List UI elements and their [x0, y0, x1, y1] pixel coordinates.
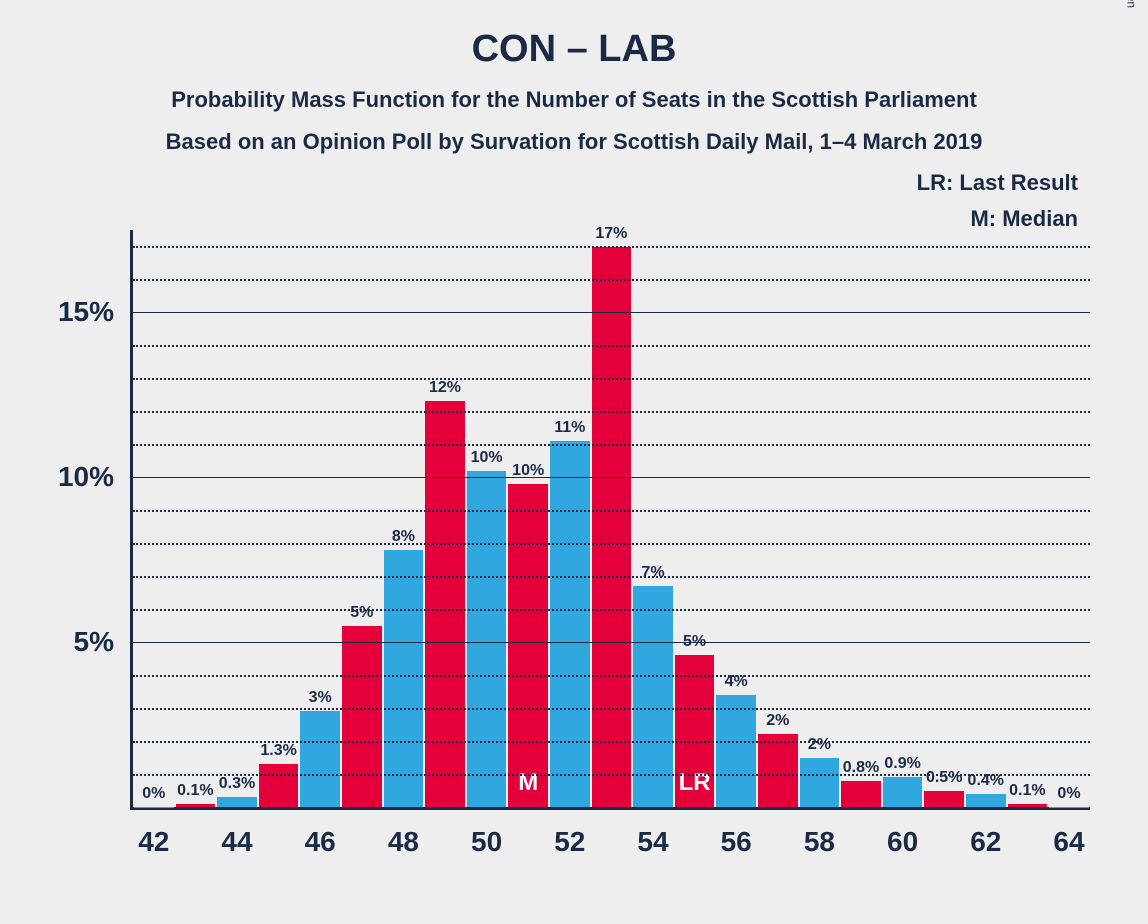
bars-layer: 0%0.1%0.3%1.3%3%5%8%12%10%10%M11%17%7%5%…: [133, 230, 1090, 807]
chart-title: CON – LAB: [0, 0, 1148, 71]
x-tick-label: 44: [221, 826, 252, 858]
x-axis-line: [130, 807, 1090, 810]
bar: 0.4%: [966, 794, 1006, 807]
legend-m: M: Median: [917, 206, 1078, 232]
bar-value-label: 5%: [350, 604, 373, 622]
bar-value-label: 0.9%: [884, 755, 920, 773]
bar: 0.5%: [924, 791, 964, 807]
bar-value-label: 0.5%: [926, 769, 962, 787]
bar: 10%M: [508, 484, 548, 807]
bar: 0.3%: [217, 797, 257, 807]
bar: 8%: [384, 550, 424, 807]
gridline-minor: [133, 609, 1090, 611]
x-tick-label: 64: [1053, 826, 1084, 858]
x-tick-label: 50: [471, 826, 502, 858]
bar: 2%: [758, 734, 798, 807]
bar: 1.3%: [259, 764, 299, 807]
gridline-minor: [133, 774, 1090, 776]
y-tick-label: 5%: [74, 626, 114, 658]
bar-value-label: 7%: [641, 564, 664, 582]
bar-value-label: 0.3%: [219, 775, 255, 793]
chart-plot-area: 0%0.1%0.3%1.3%3%5%8%12%10%10%M11%17%7%5%…: [130, 230, 1090, 810]
x-tick-label: 46: [305, 826, 336, 858]
x-tick-label: 56: [721, 826, 752, 858]
gridline-minor: [133, 675, 1090, 677]
gridline-minor: [133, 246, 1090, 248]
gridline-major: [133, 477, 1090, 478]
bar-value-label: 12%: [429, 379, 461, 397]
gridline-minor: [133, 543, 1090, 545]
bar: 3%: [300, 711, 340, 807]
bar: 4%: [716, 695, 756, 807]
gridline-minor: [133, 279, 1090, 281]
gridline-minor: [133, 444, 1090, 446]
bar: 10%: [467, 471, 507, 807]
chart-subtitle-1: Probability Mass Function for the Number…: [0, 87, 1148, 113]
bar-value-label: 3%: [309, 689, 332, 707]
x-tick-label: 62: [970, 826, 1001, 858]
gridline-minor: [133, 345, 1090, 347]
gridline-minor: [133, 411, 1090, 413]
y-tick-label: 10%: [58, 461, 114, 493]
gridline-major: [133, 642, 1090, 643]
x-tick-label: 60: [887, 826, 918, 858]
gridline-minor: [133, 378, 1090, 380]
copyright-text: © 2021 Filip van Laenen: [1124, 0, 1138, 8]
y-tick-label: 15%: [58, 296, 114, 328]
bar-value-label: 17%: [595, 225, 627, 243]
bar: 11%: [550, 441, 590, 807]
bar: 0.1%: [176, 804, 216, 807]
bar-value-label: 0.1%: [177, 782, 213, 800]
bar-value-label: 0%: [142, 785, 165, 803]
bar-value-label: 0%: [1057, 785, 1080, 803]
chart-subtitle-2: Based on an Opinion Poll by Survation fo…: [0, 129, 1148, 155]
gridline-minor: [133, 741, 1090, 743]
gridline-minor: [133, 708, 1090, 710]
bar: 17%: [592, 247, 632, 808]
bar: 5%LR: [675, 655, 715, 807]
x-tick-label: 42: [138, 826, 169, 858]
bar: 5%: [342, 626, 382, 807]
bar-value-label: 1.3%: [260, 742, 296, 760]
gridline-minor: [133, 576, 1090, 578]
x-tick-label: 54: [637, 826, 668, 858]
gridline-major: [133, 312, 1090, 313]
bar-value-label: 2%: [766, 712, 789, 730]
bar-value-label: 0.1%: [1009, 782, 1045, 800]
bar: 0.1%: [1008, 804, 1048, 807]
x-tick-label: 48: [388, 826, 419, 858]
bar: 0%: [1049, 807, 1089, 808]
x-tick-label: 52: [554, 826, 585, 858]
bar-value-label: 10%: [471, 449, 503, 467]
bar: 0.8%: [841, 781, 881, 807]
gridline-minor: [133, 510, 1090, 512]
bar-value-label: 11%: [554, 419, 585, 437]
bar: 2%: [800, 758, 840, 807]
legend-lr: LR: Last Result: [917, 170, 1078, 196]
bar: 12%: [425, 401, 465, 807]
chart-container: CON – LAB Probability Mass Function for …: [0, 0, 1148, 924]
x-tick-label: 58: [804, 826, 835, 858]
bar: 0%: [134, 807, 174, 808]
bar-value-label: 2%: [808, 736, 831, 754]
bar: 0.9%: [883, 777, 923, 807]
